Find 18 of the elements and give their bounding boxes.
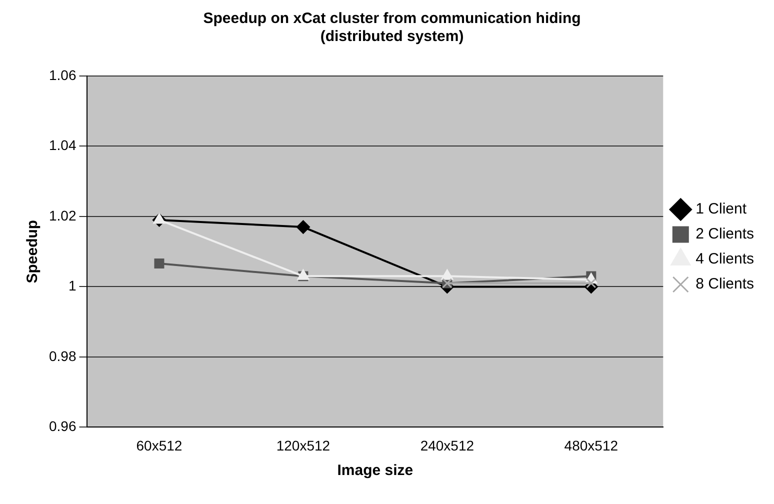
x-tick-label: 120x512 (276, 437, 330, 454)
y-tick-label: 1.02 (49, 207, 76, 224)
text: (distributed system) (320, 28, 464, 46)
x-axis-title: Image size (337, 462, 414, 480)
x-tick-label: 240x512 (420, 437, 474, 454)
y-tick-label: 1 (68, 278, 76, 294)
y-tick-label: 0.98 (49, 348, 76, 364)
legend-label: 1 Client (696, 200, 748, 218)
legend-label: 4 Clients (696, 250, 754, 268)
legend-label: 2 Clients (696, 226, 754, 243)
y-axis-title: Speedup (24, 220, 42, 284)
y-tick-label: 1.04 (49, 137, 76, 154)
x-tick-label: 480x512 (564, 437, 618, 454)
x-tick-label: 60x512 (136, 437, 182, 454)
y-tick-label: 1.06 (49, 66, 76, 83)
legend-label: 8 Clients (696, 276, 754, 293)
y-tick-label: 0.96 (49, 418, 76, 434)
text: Speedup on xCat cluster from communication hiding (203, 10, 581, 28)
